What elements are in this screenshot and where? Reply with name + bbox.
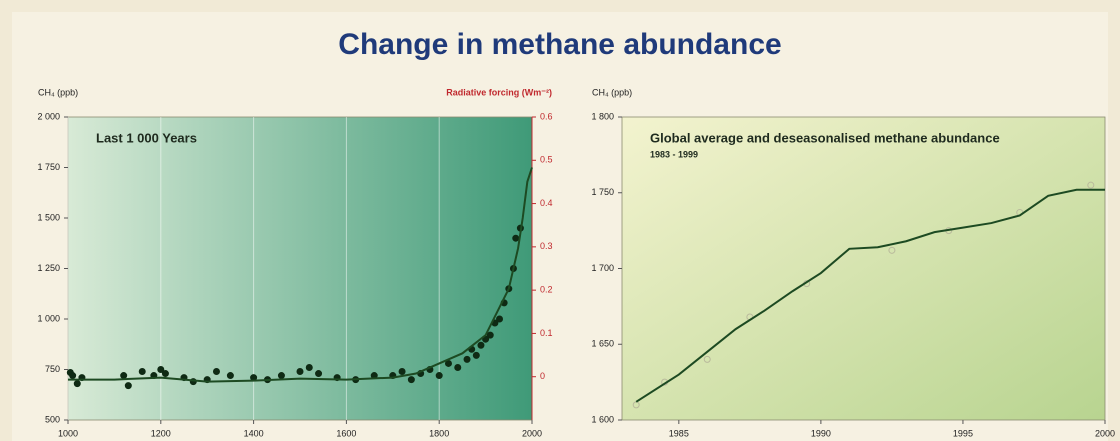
point (472, 351, 480, 359)
point (305, 363, 313, 371)
y-tick-label: 1 750 (591, 187, 614, 197)
x-tick-label: 1400 (244, 428, 264, 438)
point (512, 234, 520, 242)
y-tick-label: 1 600 (591, 414, 614, 424)
line (68, 167, 533, 383)
line (635, 188, 1105, 403)
x-tick-label: 1600 (336, 428, 356, 438)
y-tick-label: 2 000 (37, 111, 60, 121)
chart-subtitle: 1983 - 1999 (650, 149, 698, 159)
point (888, 246, 896, 254)
point (703, 355, 711, 363)
point (212, 368, 220, 376)
point (477, 341, 485, 349)
point (296, 368, 304, 376)
x-tick-label: 2000 (522, 428, 542, 438)
y-axis-label: CH₄ (ppb) (38, 87, 78, 97)
y-tick-label: 1 700 (591, 263, 614, 273)
chart-title: Last 1 000 Years (96, 130, 197, 145)
y2-tick-label: 0.4 (540, 198, 553, 208)
y-tick-label: 500 (45, 414, 60, 424)
point (463, 355, 471, 363)
point (486, 331, 494, 339)
x-tick-label: 1800 (429, 428, 449, 438)
point (407, 376, 415, 384)
y-tick-label: 1 800 (591, 111, 614, 121)
y-tick-label: 1 650 (591, 339, 614, 349)
point (277, 372, 285, 380)
x-tick-label: 1200 (151, 428, 171, 438)
x-tick-label: 1995 (953, 428, 973, 438)
y-tick-label: 1 500 (37, 212, 60, 222)
y2-tick-label: 0.1 (540, 328, 553, 338)
point (398, 368, 406, 376)
page-title: Change in methane abundance (338, 28, 781, 61)
point (120, 372, 128, 380)
point (69, 372, 77, 380)
y2-tick-label: 0.6 (540, 111, 553, 121)
point (435, 372, 443, 380)
x-tick-label: 1985 (669, 428, 689, 438)
y-tick-label: 1 750 (37, 162, 60, 172)
y-axis-label: CH₄ (ppb) (592, 87, 632, 97)
point (138, 368, 146, 376)
point (124, 382, 132, 390)
y2-tick-label: 0.3 (540, 241, 553, 251)
point (157, 366, 165, 373)
x-tick-label: 1000 (58, 428, 78, 438)
y-tick-label: 1 000 (37, 313, 60, 323)
point (1087, 181, 1095, 189)
point (73, 380, 81, 388)
point (496, 315, 504, 323)
y-tick-label: 1 250 (37, 263, 60, 273)
x-tick-label: 1990 (811, 428, 831, 438)
point (315, 370, 323, 378)
y2-axis-label: Radiative forcing (Wm⁻²) (446, 87, 552, 97)
chart-title: Global average and deseasonalised methan… (650, 130, 1000, 145)
point (454, 363, 462, 371)
point (161, 370, 169, 378)
y2-tick-label: 0.5 (540, 155, 553, 165)
y2-tick-label: 0 (540, 371, 545, 381)
point (632, 401, 640, 409)
y-tick-label: 750 (45, 364, 60, 374)
point (226, 372, 234, 380)
x-tick-label: 2000 (1095, 428, 1115, 438)
plot-area (621, 116, 1106, 421)
y2-tick-label: 0.2 (540, 285, 553, 295)
